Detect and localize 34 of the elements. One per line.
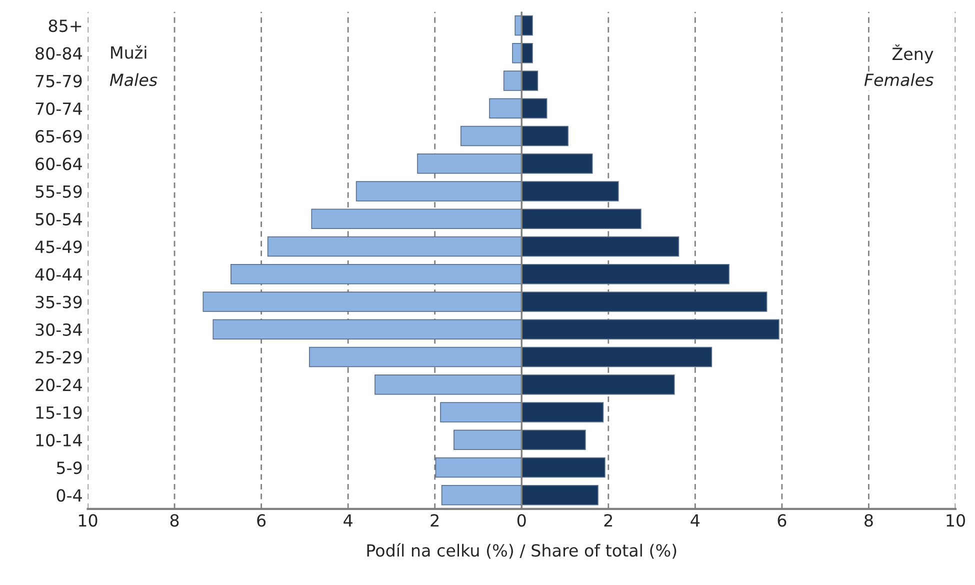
x-tick-label: 2 (430, 514, 438, 526)
y-tick-label: 15-19 (36, 406, 82, 419)
x-tick-label: 2 (604, 514, 612, 526)
x-tick-label: 6 (257, 514, 266, 527)
annotation: Males (110, 73, 158, 86)
y-tick-label: 75-79 (36, 74, 82, 88)
annotation: Muži (111, 45, 146, 59)
y-tick-label: 5-9 (56, 461, 82, 474)
y-tick-label: 25-29 (36, 350, 82, 364)
y-tick-label: 65-69 (36, 130, 82, 143)
y-tick-label: 45-49 (35, 240, 82, 254)
y-tick-label: 85+ (48, 19, 82, 32)
annotation: Ženy (892, 44, 934, 64)
y-tick-label: 40-44 (35, 268, 82, 281)
y-tick-label: 55-59 (36, 185, 82, 198)
y-tick-label: 10-14 (36, 434, 82, 446)
x-tick-label: 8 (170, 514, 179, 527)
y-tick-label: 0-4 (56, 489, 82, 502)
annotation: Females (864, 73, 934, 86)
x-tick-label: 8 (864, 514, 873, 527)
x-tick-label: 4 (690, 514, 700, 526)
y-tick-label: 70-74 (36, 102, 82, 115)
y-tick-label: 80-84 (36, 47, 82, 60)
x-tick-label: 10 (946, 514, 965, 527)
x-axis-title: Podíl na celku (%) / Share of total (%) (367, 543, 676, 559)
x-tick-label: 4 (344, 514, 352, 526)
y-tick-label: 50-54 (36, 212, 82, 226)
y-tick-label: 30-34 (36, 323, 82, 336)
y-tick-label: 20-24 (36, 378, 82, 392)
y-tick-label: 35-39 (36, 296, 82, 308)
x-tick-label: 6 (778, 514, 786, 527)
x-tick-label: 10 (78, 514, 98, 527)
y-tick-label: 60-64 (36, 158, 82, 170)
x-tick-label: 0 (517, 514, 526, 527)
